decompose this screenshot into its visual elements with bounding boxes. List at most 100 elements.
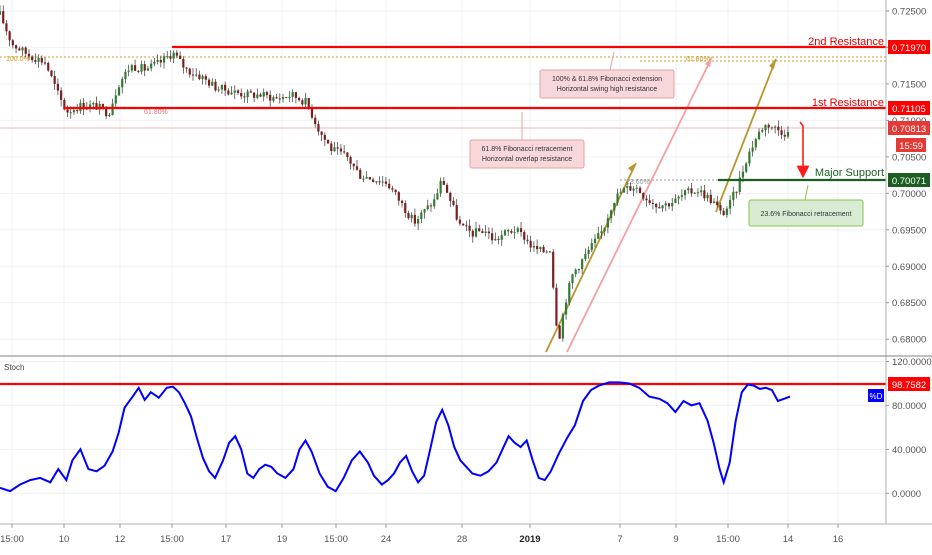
candle (552, 248, 555, 290)
candle-body (555, 287, 558, 326)
candle-body (420, 212, 423, 220)
price-tick-label: 0.68000 (892, 335, 926, 346)
candle-body (593, 238, 597, 244)
candle (642, 192, 645, 201)
candle-body (751, 147, 754, 152)
candle (526, 234, 529, 245)
price-tick-label: 0.70000 (892, 189, 926, 200)
candle (471, 229, 474, 243)
candle-body (47, 62, 50, 71)
candle (629, 182, 632, 191)
candle-body (371, 179, 375, 183)
candle-body (497, 238, 500, 240)
candle-body (227, 90, 230, 95)
time-tick-label: 19 (277, 534, 288, 545)
candle-body (526, 239, 529, 241)
candle (693, 192, 696, 194)
candle-body (143, 64, 146, 71)
candle-body (188, 68, 191, 75)
candle (272, 95, 275, 103)
callout-fib-23: 23.6% Fibonacci retracement (748, 184, 864, 227)
candle-body (786, 131, 790, 137)
candle (233, 85, 236, 100)
candle (391, 185, 394, 193)
time-tick-label: 15:00 (324, 534, 348, 545)
candle-body (648, 200, 651, 204)
candle-body (166, 56, 169, 58)
candle-body (88, 104, 92, 109)
candle-body (400, 200, 404, 204)
candle (281, 93, 285, 103)
candle-body (693, 192, 696, 194)
candle-body (185, 67, 188, 69)
candle-body (548, 251, 552, 253)
candle-body (683, 190, 687, 196)
candle-body (745, 163, 748, 172)
candle (706, 192, 709, 202)
candle (648, 194, 651, 206)
candle-body (117, 87, 121, 96)
candle (757, 128, 761, 141)
candle-body (626, 186, 629, 188)
candle-body (487, 231, 490, 234)
candle (220, 84, 224, 95)
candle (429, 203, 433, 212)
candle (407, 210, 410, 220)
candle (291, 89, 294, 103)
label-major-support: Major Support (815, 167, 884, 179)
price-pane-background (0, 0, 886, 356)
candle (310, 104, 314, 120)
candle (696, 188, 700, 198)
candle-body (725, 208, 728, 216)
candle-body (304, 97, 307, 105)
candle (198, 70, 201, 81)
trend-channel-lines (545, 56, 777, 353)
time-tick-label: 17 (221, 534, 232, 545)
candle-body (352, 163, 355, 167)
candle (166, 51, 169, 59)
candle-body (674, 198, 677, 203)
candle (378, 176, 381, 186)
candle-body (249, 91, 252, 93)
candle (259, 92, 262, 98)
candle-body (429, 205, 433, 207)
candle-body (285, 97, 288, 99)
candle-body (153, 62, 156, 64)
candle (195, 68, 198, 77)
candle-body (777, 126, 780, 131)
candle (728, 195, 732, 215)
candle (31, 55, 34, 63)
candle (18, 46, 21, 51)
candle (780, 125, 783, 140)
candle-body (465, 225, 468, 227)
candle (709, 189, 712, 205)
candle (246, 89, 249, 104)
candle-body (240, 92, 243, 97)
candle (655, 203, 658, 214)
candle-body (410, 214, 413, 219)
candle-body (179, 55, 182, 59)
candle (146, 65, 150, 72)
candle-body (462, 223, 465, 226)
candle (117, 85, 121, 96)
level-lines: 2nd Resistance 1st Resistance Major Supp… (64, 36, 886, 182)
candle-body (230, 92, 233, 95)
candle-body (619, 192, 622, 194)
candle-body (368, 177, 371, 180)
candle-body (397, 192, 400, 201)
candle-body (349, 157, 352, 164)
candle (185, 66, 188, 73)
candle (24, 46, 27, 58)
candle (687, 186, 690, 194)
candle-body (252, 92, 256, 98)
candle-body (362, 178, 365, 180)
candle-body (343, 151, 346, 153)
candle (133, 59, 137, 72)
candle (619, 188, 622, 194)
candle-body (510, 231, 513, 233)
candle (613, 202, 616, 216)
time-tick-label: 9 (673, 534, 678, 545)
candle (368, 176, 371, 181)
candle (53, 70, 56, 90)
